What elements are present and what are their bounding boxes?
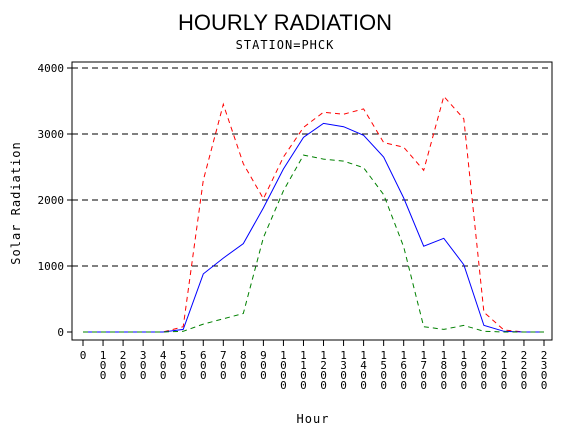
x-axis-label: Hour — [297, 412, 330, 426]
y-tick-label: 4000 — [38, 62, 65, 75]
axis-ticks: 0 1000 2000 3000 4000 0 1 0 0 2 0 0 3 0 0 4 0 0 5 0 0 6 0 0 7 0 0 8… — [38, 62, 548, 392]
grid-lines — [72, 67, 552, 267]
series-lines — [83, 95, 544, 333]
series-line-3 — [83, 154, 544, 333]
y-tick-label: 0 — [57, 326, 64, 339]
y-tick-label: 2000 — [38, 194, 65, 207]
y-tick-label: 3000 — [38, 128, 65, 141]
chart-title: HOURLY RADIATION — [178, 10, 392, 35]
plot-frame — [71, 61, 553, 341]
y-axis-label: Solar Radiation — [9, 141, 23, 264]
x-tick-label: 0 — [80, 349, 87, 362]
y-tick-label: 1000 — [38, 260, 65, 273]
chart-subtitle: STATION=PHCK — [236, 38, 335, 52]
